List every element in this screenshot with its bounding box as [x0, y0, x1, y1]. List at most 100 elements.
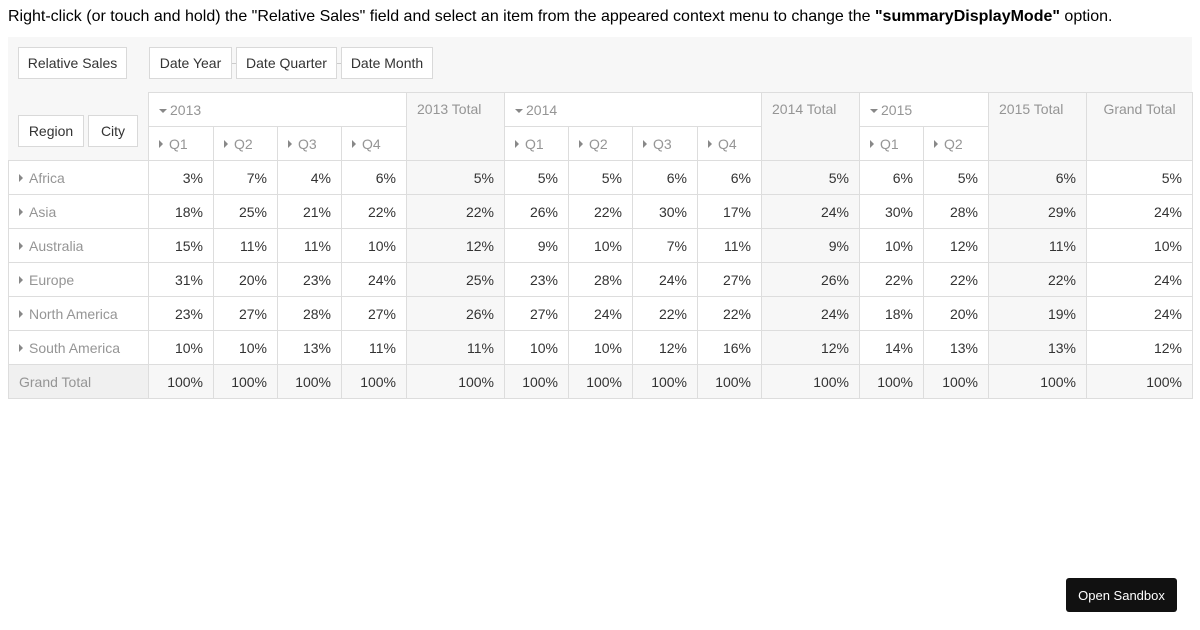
- header-label: Q2: [234, 135, 253, 152]
- grand-total-cell: 100%: [923, 364, 989, 399]
- total-cell: 24%: [761, 296, 860, 331]
- expand-arrow-icon: [19, 275, 23, 284]
- quarter-header[interactable]: Q3: [632, 126, 698, 161]
- data-cell: 4%: [277, 160, 342, 195]
- field-date-quarter[interactable]: Date Quarter: [236, 47, 337, 79]
- quarter-header[interactable]: Q2: [923, 126, 989, 161]
- grand-total-cell: 100%: [213, 364, 278, 399]
- field-date-year[interactable]: Date Year: [149, 47, 232, 79]
- year-header-2015[interactable]: 2015: [859, 92, 989, 127]
- header-label: 2013: [170, 101, 202, 118]
- total-cell: 5%: [406, 160, 505, 195]
- total-cell: 13%: [988, 330, 1087, 365]
- header-label: Australia: [29, 237, 84, 254]
- data-cell: 20%: [923, 296, 989, 331]
- data-cell: 23%: [277, 262, 342, 297]
- expand-arrow-icon: [515, 139, 519, 148]
- field-relative-sales[interactable]: Relative Sales: [18, 47, 127, 79]
- data-cell: 12%: [923, 228, 989, 263]
- header-label: Q2: [589, 135, 608, 152]
- header-label: Q1: [880, 135, 899, 152]
- expand-arrow-icon: [159, 139, 163, 148]
- column-header-row: 2013 2013 Total 2014 2014 Total 2015 2015 Tot…: [8, 92, 1193, 161]
- collapse-arrow-icon: [870, 108, 878, 113]
- expand-arrow-icon: [643, 139, 647, 148]
- region-header[interactable]: Australia: [8, 228, 149, 263]
- data-cell: 25%: [213, 194, 278, 229]
- quarter-header[interactable]: Q1: [148, 126, 214, 161]
- data-cell: 13%: [277, 330, 342, 365]
- data-cell: 11%: [213, 228, 278, 263]
- year-header-2013[interactable]: 2013: [148, 92, 407, 127]
- field-date-month[interactable]: Date Month: [341, 47, 433, 79]
- quarter-header[interactable]: Q4: [697, 126, 762, 161]
- expand-arrow-icon: [224, 139, 228, 148]
- data-cell: 28%: [923, 194, 989, 229]
- header-label: 2014: [526, 101, 558, 118]
- quarter-header[interactable]: Q4: [341, 126, 407, 161]
- instruction-text: Right-click (or touch and hold) the "Rel…: [8, 8, 1112, 26]
- region-header[interactable]: South America: [8, 330, 149, 365]
- quarter-header[interactable]: Q2: [213, 126, 278, 161]
- region-header[interactable]: Asia: [8, 194, 149, 229]
- grand-total-cell: 100%: [632, 364, 698, 399]
- data-cell: 23%: [504, 262, 569, 297]
- field-connector: [232, 63, 237, 64]
- quarter-header[interactable]: Q2: [568, 126, 633, 161]
- header-label: Grand Total: [19, 373, 92, 390]
- year-header-2014[interactable]: 2014: [504, 92, 762, 127]
- grand-total-cell: 100%: [859, 364, 924, 399]
- data-cell: 10%: [148, 330, 214, 365]
- expand-arrow-icon: [19, 343, 23, 352]
- table-row: Africa 3% 7% 4% 6% 5% 5% 5% 6% 6% 5% 6% 5% 6% 5%: [8, 160, 1193, 195]
- total-cell: 26%: [406, 296, 505, 331]
- quarter-header[interactable]: Q1: [504, 126, 569, 161]
- quarter-header[interactable]: Q1: [859, 126, 924, 161]
- data-cell: 27%: [341, 296, 407, 331]
- quarter-header[interactable]: Q3: [277, 126, 342, 161]
- total-cell: 22%: [406, 194, 505, 229]
- header-label: Q2: [944, 135, 963, 152]
- total-cell: 22%: [988, 262, 1087, 297]
- open-sandbox-button[interactable]: Open Sandbox: [1066, 578, 1177, 612]
- pivot-table: 2013 2013 Total 2014 2014 Total 2015 2015 Tot…: [8, 92, 1193, 399]
- field-region[interactable]: Region: [18, 115, 84, 147]
- header-label: Europe: [29, 271, 75, 288]
- data-cell: 10%: [213, 330, 278, 365]
- data-cell: 11%: [697, 228, 762, 263]
- expand-arrow-icon: [19, 207, 23, 216]
- year-total-header: 2014 Total: [761, 92, 860, 161]
- data-cell: 24%: [568, 296, 633, 331]
- data-cell: 5%: [504, 160, 569, 195]
- grand-total-cell: 100%: [504, 364, 569, 399]
- grand-total-cell: 100%: [761, 364, 860, 399]
- data-cell: 30%: [632, 194, 698, 229]
- table-row: Australia 15% 11% 11% 10% 12% 9% 10% 7% 11% 9% 10% 1…: [8, 228, 1193, 263]
- total-cell: 24%: [761, 194, 860, 229]
- region-header[interactable]: Europe: [8, 262, 149, 297]
- data-cell: 21%: [277, 194, 342, 229]
- data-cell: 24%: [341, 262, 407, 297]
- data-cell: 14%: [859, 330, 924, 365]
- data-cell: 15%: [148, 228, 214, 263]
- data-cell: 11%: [341, 330, 407, 365]
- data-cell: 10%: [568, 330, 633, 365]
- expand-arrow-icon: [708, 139, 712, 148]
- expand-arrow-icon: [934, 139, 938, 148]
- grand-total-row-header: Grand Total: [8, 364, 149, 399]
- data-cell: 5%: [568, 160, 633, 195]
- data-cell: 6%: [697, 160, 762, 195]
- collapse-arrow-icon: [515, 108, 523, 113]
- expand-arrow-icon: [870, 139, 874, 148]
- data-cell: 22%: [859, 262, 924, 297]
- data-cell: 27%: [504, 296, 569, 331]
- field-city[interactable]: City: [88, 115, 138, 147]
- instruction-prefix: Right-click (or touch and hold) the "Rel…: [8, 8, 875, 25]
- header-label: 2014 Total: [772, 101, 837, 117]
- data-cell: 22%: [632, 296, 698, 331]
- region-header[interactable]: Africa: [8, 160, 149, 195]
- grand-total-cell: 100%: [406, 364, 505, 399]
- grand-total-cell: 100%: [341, 364, 407, 399]
- region-header[interactable]: North America: [8, 296, 149, 331]
- header-label: South America: [29, 339, 121, 356]
